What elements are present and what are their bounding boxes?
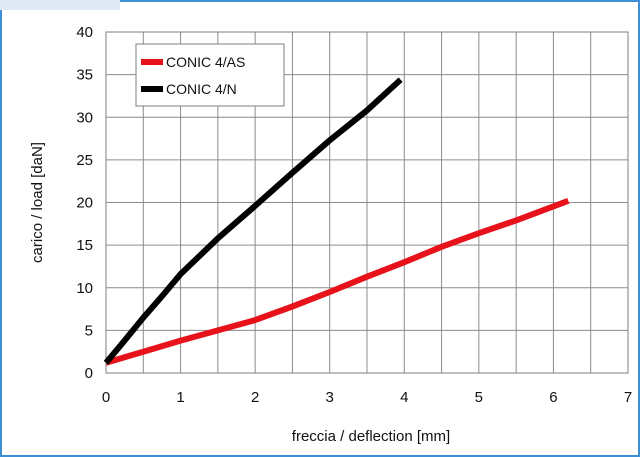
frame-corner-highlight	[0, 0, 120, 10]
y-tick-label: 40	[76, 24, 93, 41]
legend-box	[135, 43, 285, 107]
x-tick-label: 0	[102, 389, 110, 406]
y-tick-label: 25	[76, 152, 93, 169]
y-tick-label: 5	[85, 322, 93, 339]
grid	[106, 32, 628, 373]
x-tick-label: 3	[326, 389, 334, 406]
series-line-1	[103, 77, 403, 365]
y-tick-label: 15	[76, 237, 93, 254]
x-tick-label: 7	[624, 389, 632, 406]
y-tick-label: 35	[76, 67, 93, 84]
x-tick-label: 5	[475, 389, 483, 406]
y-tick-label: 20	[76, 195, 93, 212]
y-tick-label: 0	[85, 365, 93, 382]
x-tick-label: 1	[176, 389, 184, 406]
tick-labels: 0 1 2 3 4 5 6 7 0 5 10 15 20 25 30 35 40	[76, 24, 632, 406]
series-layer	[103, 77, 570, 366]
plot-area-border	[105, 31, 629, 374]
legend-label-conic-4-n: CONIC 4/N	[166, 81, 237, 97]
x-tick-label: 2	[251, 389, 259, 406]
x-tick-label: 4	[400, 389, 408, 406]
series-line-0	[105, 197, 570, 366]
y-axis-title: carico / load [daN]	[29, 142, 46, 263]
x-tick-label: 6	[549, 389, 557, 406]
y-tick-label: 30	[76, 109, 93, 126]
x-axis-title: freccia / deflection [mm]	[292, 428, 450, 445]
legend: CONIC 4/AS CONIC 4/N	[135, 43, 285, 107]
y-tick-label: 10	[76, 280, 93, 297]
legend-label-conic-4-as: CONIC 4/AS	[166, 54, 245, 70]
